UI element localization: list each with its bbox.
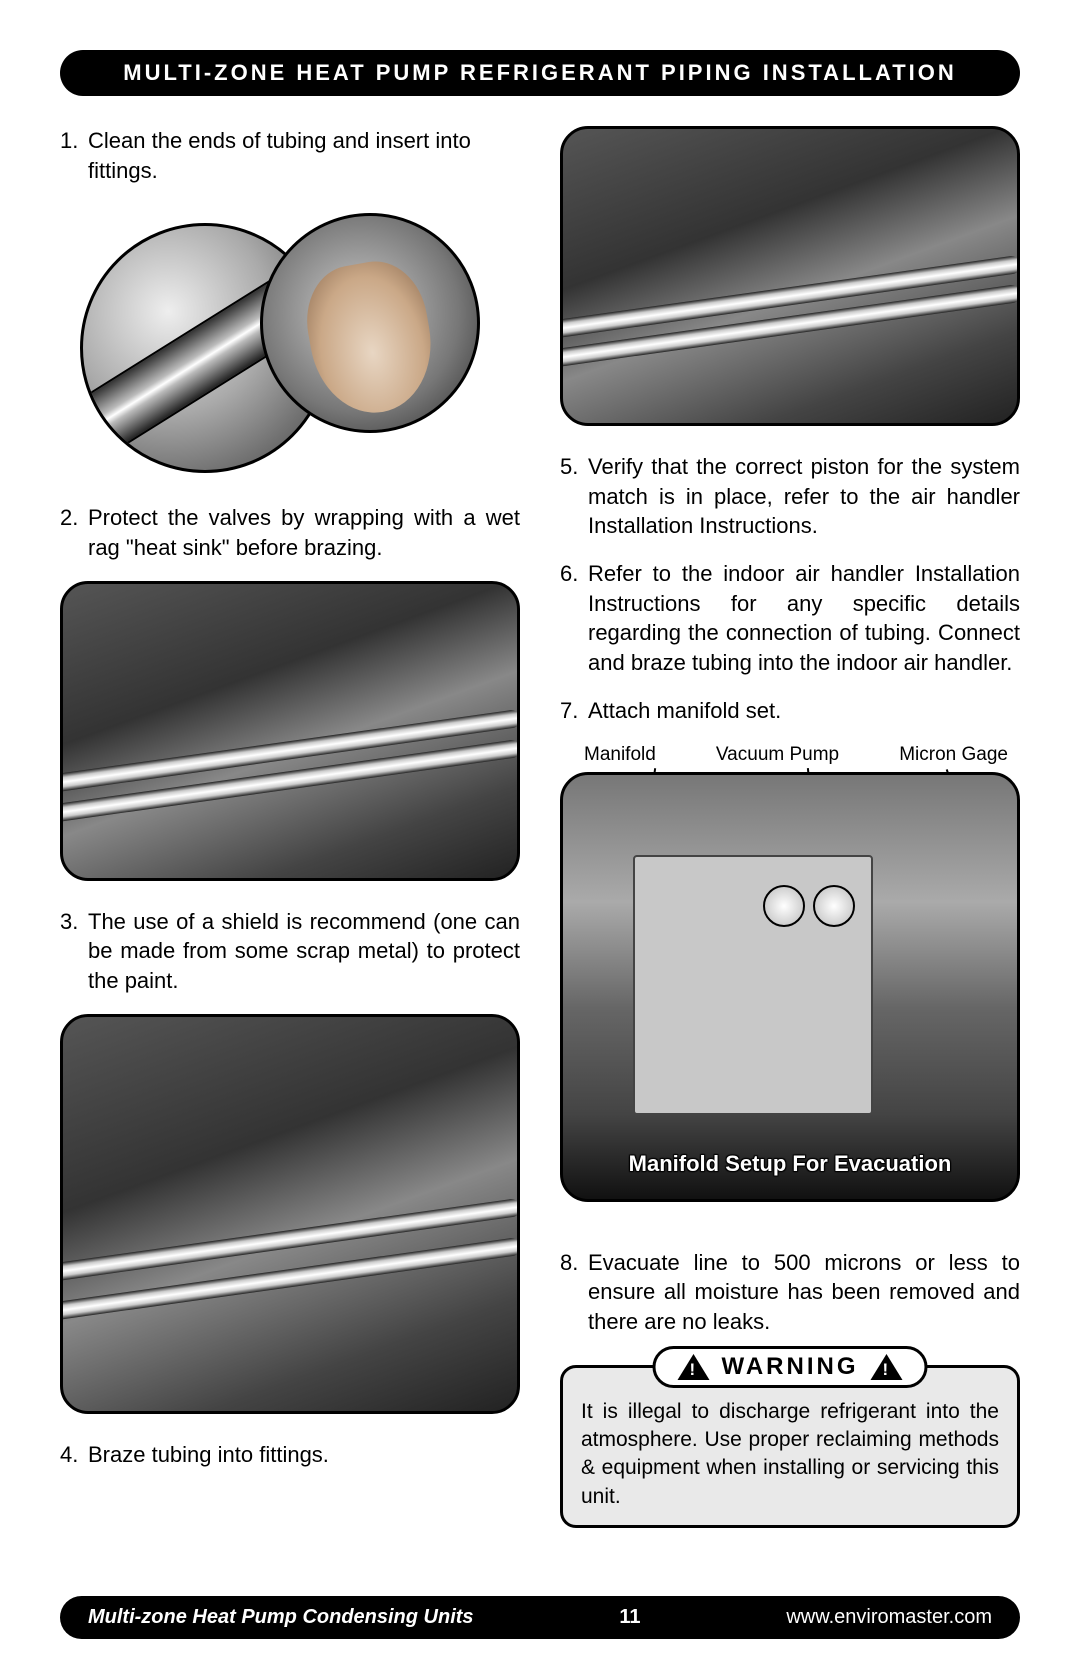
step-text: Clean the ends of tubing and insert into…	[88, 126, 520, 185]
step-text: Evacuate line to 500 microns or less to …	[588, 1248, 1020, 1337]
warning-triangle-icon	[678, 1354, 710, 1380]
figure-step2	[60, 581, 520, 881]
label-vacuum-pump: Vacuum Pump	[716, 744, 839, 766]
step-number: 8.	[560, 1248, 588, 1337]
step-1: 1. Clean the ends of tubing and insert i…	[60, 126, 520, 185]
warning-box: WARNING It is illegal to discharge refri…	[560, 1365, 1020, 1528]
step-number: 1.	[60, 126, 88, 185]
step-4: 4. Braze tubing into fittings.	[60, 1440, 520, 1470]
footer-page-number: 11	[619, 1606, 640, 1629]
content-columns: 1. Clean the ends of tubing and insert i…	[60, 126, 1020, 1528]
warning-triangle-icon	[871, 1354, 903, 1380]
gauge-icon	[763, 885, 805, 927]
footer-url: www.enviromaster.com	[786, 1606, 992, 1629]
step-8: 8. Evacuate line to 500 microns or less …	[560, 1248, 1020, 1337]
label-manifold: Manifold	[584, 744, 656, 766]
section-title: MULTI-ZONE HEAT PUMP REFRIGERANT PIPING …	[123, 60, 957, 85]
figure-continuation	[560, 126, 1020, 426]
left-column: 1. Clean the ends of tubing and insert i…	[60, 126, 520, 1528]
step-7: 7. Attach manifold set.	[560, 696, 1020, 726]
step-number: 3.	[60, 907, 88, 996]
step-text: The use of a shield is recommend (one ca…	[88, 907, 520, 996]
figure-step1	[60, 203, 520, 483]
step-3: 3. The use of a shield is recommend (one…	[60, 907, 520, 996]
step-number: 2.	[60, 503, 88, 562]
footer-bar: Multi-zone Heat Pump Condensing Units 11…	[60, 1596, 1020, 1639]
manifold-photo: Manifold Setup For Evacuation	[560, 772, 1020, 1202]
step-number: 4.	[60, 1440, 88, 1470]
step-5: 5. Verify that the correct piston for th…	[560, 452, 1020, 541]
figure-step3	[60, 1014, 520, 1414]
manifold-caption: Manifold Setup For Evacuation	[563, 1151, 1017, 1177]
footer-product: Multi-zone Heat Pump Condensing Units	[88, 1606, 474, 1629]
step-text: Attach manifold set.	[588, 696, 781, 726]
step-6: 6. Refer to the indoor air handler Insta…	[560, 559, 1020, 678]
step-text: Protect the valves by wrapping with a we…	[88, 503, 520, 562]
label-micron-gage: Micron Gage	[899, 744, 1008, 766]
step-number: 6.	[560, 559, 588, 678]
step-number: 5.	[560, 452, 588, 541]
step-text: Refer to the indoor air handler Installa…	[588, 559, 1020, 678]
step-number: 7.	[560, 696, 588, 726]
gauge-icon	[813, 885, 855, 927]
step-text: Braze tubing into fittings.	[88, 1440, 329, 1470]
figure-manifold: Manifold Vacuum Pump Micron Gage Manifol…	[560, 744, 1020, 1224]
step-2: 2. Protect the valves by wrapping with a…	[60, 503, 520, 562]
manifold-labels: Manifold Vacuum Pump Micron Gage	[560, 744, 1020, 772]
right-column: 5. Verify that the correct piston for th…	[560, 126, 1020, 1528]
warning-pill: WARNING	[653, 1346, 928, 1388]
warning-text: It is illegal to discharge refrigerant i…	[581, 1398, 999, 1511]
step-text: Verify that the correct piston for the s…	[588, 452, 1020, 541]
section-title-bar: MULTI-ZONE HEAT PUMP REFRIGERANT PIPING …	[60, 50, 1020, 96]
warning-label: WARNING	[722, 1353, 859, 1381]
